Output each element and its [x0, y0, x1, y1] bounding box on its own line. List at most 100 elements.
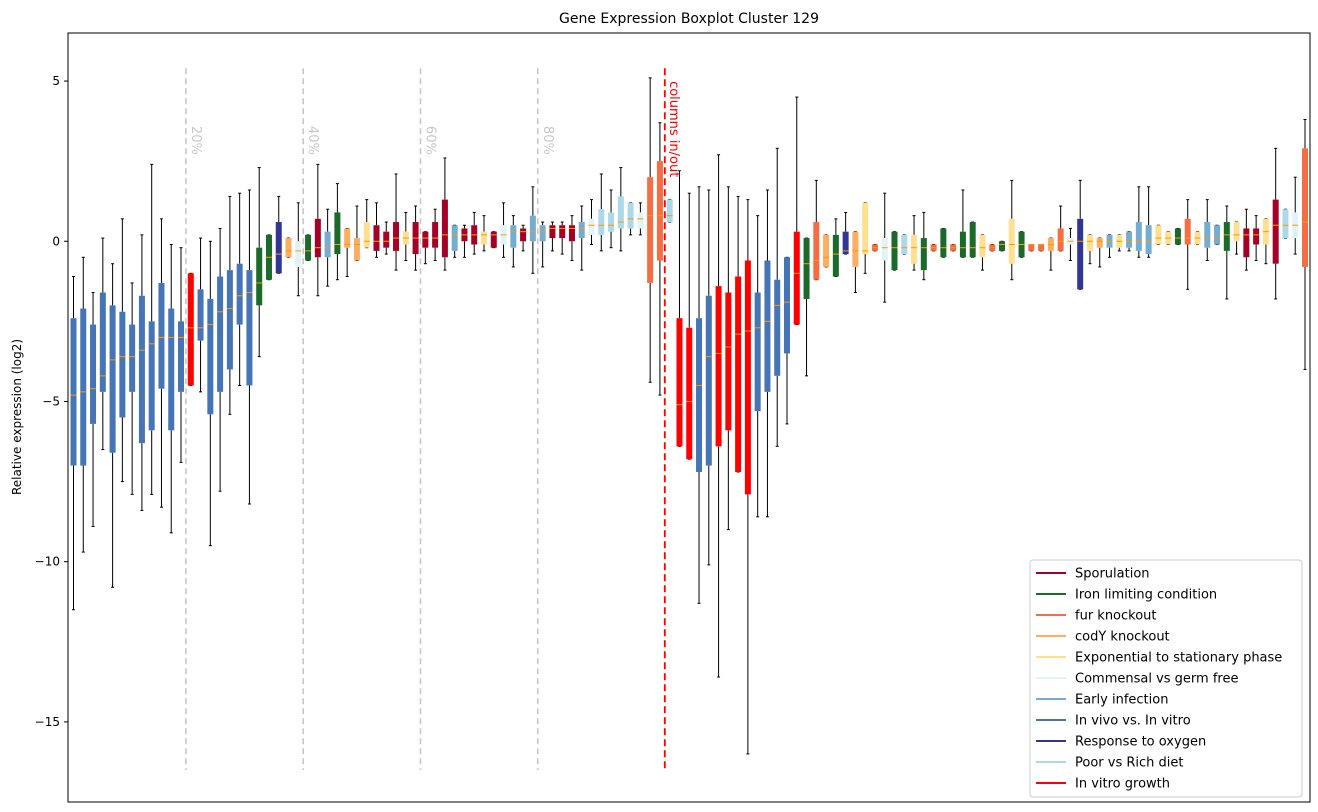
- percentile-label: 80%: [540, 126, 555, 155]
- box-item: [226, 195, 233, 415]
- box-body: [842, 231, 849, 255]
- legend-label: Early infection: [1075, 693, 1168, 708]
- box-body: [314, 218, 321, 258]
- box-body: [832, 234, 839, 277]
- box-item: [656, 122, 663, 396]
- box-body: [197, 289, 204, 341]
- legend: Sporulation Iron limiting condition fur kn…: [1029, 559, 1303, 798]
- box-item: [871, 243, 878, 252]
- box-body: [217, 276, 224, 392]
- box-item: [99, 237, 106, 451]
- percentile-label: 40%: [305, 126, 320, 155]
- box-item: [1243, 208, 1250, 271]
- columns-split-marker: columns in/out: [663, 68, 681, 770]
- box-body: [696, 318, 703, 472]
- box-item: [627, 202, 634, 236]
- box-item: [1106, 234, 1113, 258]
- box-item: [1057, 205, 1064, 252]
- box-body: [481, 231, 487, 245]
- box-item: [90, 292, 97, 527]
- box-item: [1028, 243, 1035, 252]
- box-body: [1038, 244, 1045, 251]
- box-body: [1272, 199, 1279, 264]
- legend-label: Exponential to stationary phase: [1075, 651, 1282, 666]
- box-item: [1145, 186, 1152, 258]
- box-body: [627, 202, 634, 229]
- percentile-label: 60%: [422, 126, 437, 155]
- legend-box: [1029, 559, 1303, 798]
- box-item: [412, 205, 419, 271]
- box-item: [353, 205, 360, 261]
- box-body: [178, 321, 185, 392]
- box-item: [1253, 215, 1260, 261]
- box-item: [197, 237, 204, 393]
- box-item: [363, 199, 370, 249]
- box-item: [402, 211, 409, 261]
- box-item: [891, 231, 898, 271]
- box-item: [500, 202, 507, 258]
- box-body: [999, 241, 1006, 251]
- box-item: [940, 227, 947, 258]
- box-body: [1145, 225, 1152, 255]
- box-body: [441, 199, 448, 258]
- percentile-markers: 20% 40% 60% 80%: [185, 68, 555, 770]
- box-item: [422, 231, 429, 265]
- box-item: [549, 221, 556, 252]
- box-body: [158, 282, 165, 389]
- box-item: [783, 256, 790, 425]
- box-body: [744, 260, 751, 495]
- legend-label: In vitro growth: [1075, 777, 1170, 792]
- box-item: [314, 163, 321, 297]
- box-body: [236, 263, 243, 325]
- box-body: [1302, 148, 1308, 267]
- box-item: [647, 77, 654, 383]
- box-item: [246, 189, 253, 505]
- box-body: [168, 308, 175, 431]
- box-body: [1077, 218, 1084, 290]
- box-item: [344, 227, 351, 278]
- box-body: [959, 231, 966, 258]
- box-body: [451, 225, 458, 251]
- plot-frame: [67, 32, 1311, 803]
- box-item: [178, 247, 185, 463]
- box-item: [969, 221, 976, 258]
- legend-label: Iron limiting condition: [1075, 588, 1217, 603]
- box-item: [1282, 208, 1289, 239]
- box-body: [324, 231, 331, 258]
- box-item: [705, 189, 712, 566]
- box-body: [119, 311, 126, 418]
- chart-title: Gene Expression Boxplot Cluster 129: [559, 11, 819, 27]
- box-body: [422, 231, 429, 248]
- legend-label: fur knockout: [1075, 609, 1157, 624]
- box-body: [1126, 231, 1133, 248]
- box-body: [901, 234, 908, 255]
- box-item: [1184, 199, 1191, 290]
- box-body: [725, 292, 732, 431]
- box-item: [471, 211, 478, 255]
- box-body: [1057, 228, 1064, 251]
- box-item: [852, 231, 859, 294]
- box-body: [549, 225, 556, 239]
- box-item: [539, 221, 546, 268]
- box-body: [275, 222, 282, 274]
- box-body: [705, 295, 712, 466]
- box-body: [559, 225, 566, 239]
- box-body: [510, 225, 517, 248]
- box-body: [803, 238, 810, 299]
- legend-label: Response to oxygen: [1075, 735, 1206, 750]
- box-item: [920, 211, 927, 281]
- box-body: [1155, 225, 1162, 245]
- box-item: [862, 202, 869, 274]
- box-body: [1174, 228, 1181, 245]
- box-body: [617, 196, 624, 229]
- box-item: [285, 237, 292, 258]
- box-item: [1292, 176, 1299, 255]
- box-item: [256, 167, 263, 358]
- box-body: [148, 321, 155, 431]
- y-tick-label: 5: [52, 74, 60, 88]
- box-body: [862, 202, 869, 255]
- box-body: [823, 234, 830, 267]
- box-item: [1135, 186, 1142, 258]
- box-body: [187, 273, 194, 386]
